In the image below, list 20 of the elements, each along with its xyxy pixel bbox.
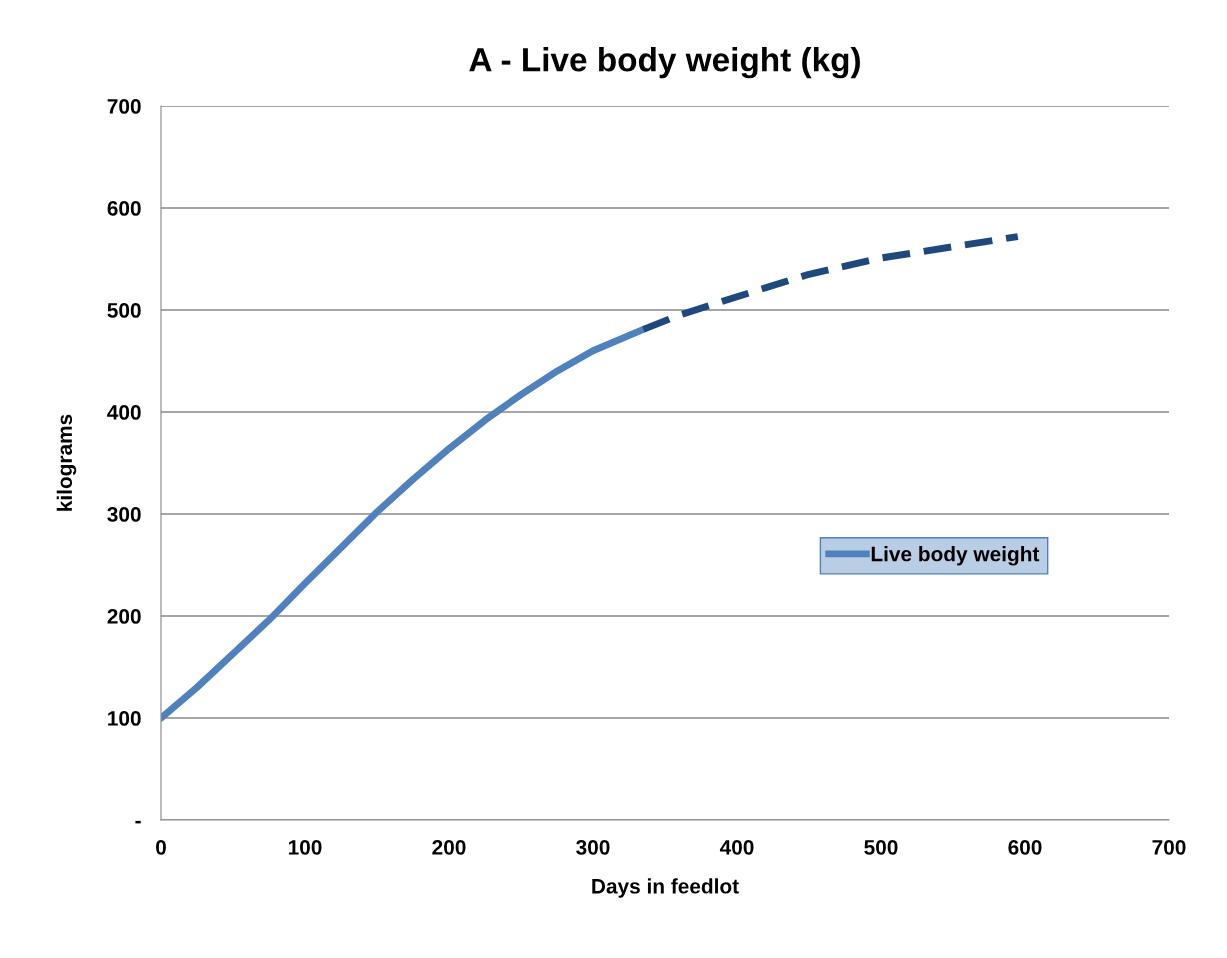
x-tick-label: 100: [288, 839, 322, 855]
y-tick-label: 100: [108, 711, 141, 726]
x-tick-label: 0: [156, 839, 166, 855]
y-tick-label: 300: [107, 507, 141, 522]
y-tick-label: 400: [107, 405, 141, 420]
chart-title: A - Live body weight (kg): [469, 47, 860, 79]
x-axis-title: Days in feedlot: [592, 878, 739, 898]
y-tick-label: -: [135, 820, 141, 824]
y-tick-label: 500: [107, 303, 141, 318]
y-axis-title: kilograms: [56, 414, 77, 511]
x-tick-label: 600: [1008, 839, 1042, 855]
x-tick-label: 400: [719, 839, 754, 855]
x-tick-label: 700: [1152, 839, 1186, 855]
y-tick-label: 700: [107, 99, 141, 114]
y-tick-label: 200: [107, 609, 141, 624]
y-tick-label: 600: [107, 201, 141, 216]
x-tick-label: 200: [432, 839, 466, 855]
x-tick-label: 500: [864, 839, 898, 855]
x-tick-label: 300: [576, 839, 610, 855]
legend-label: Live body weight: [871, 546, 1040, 566]
